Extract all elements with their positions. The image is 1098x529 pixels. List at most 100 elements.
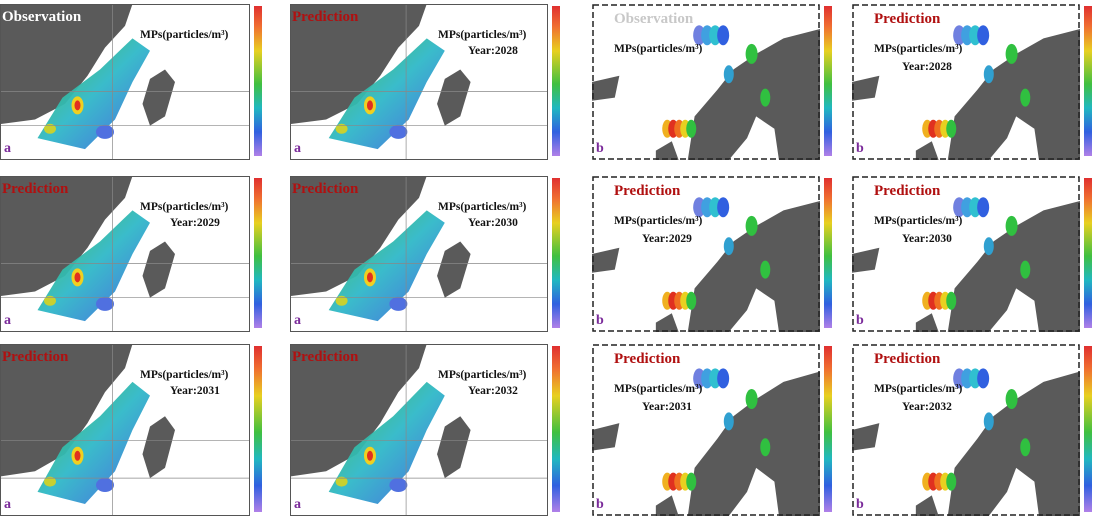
units-label: MPs(particles/m³) <box>874 383 963 395</box>
low-zone <box>96 124 114 139</box>
colorbar <box>254 6 262 156</box>
units-label: MPs(particles/m³) <box>438 201 527 213</box>
island-land <box>915 141 939 160</box>
taiwan-land <box>142 241 175 298</box>
mp-sample-blob <box>1020 260 1031 279</box>
mp-sample-blob <box>1020 438 1031 457</box>
year-label: Year:2029 <box>170 217 220 229</box>
scandinavia-land <box>687 200 820 332</box>
low-zone <box>96 296 114 311</box>
mp-sample-blob <box>686 119 697 138</box>
mp-sample-blob <box>946 291 957 310</box>
island-land <box>592 423 620 451</box>
colorbar <box>824 346 832 512</box>
mp-sample-blob <box>760 260 771 279</box>
hotspot-red <box>366 272 373 283</box>
map-frame <box>290 4 548 160</box>
scandinavia-land <box>947 371 1080 516</box>
mp-concentration-field <box>37 38 150 150</box>
mp-sample-blob <box>760 438 771 457</box>
map-frame <box>852 4 1080 160</box>
taiwan-land <box>437 241 471 298</box>
map-b <box>852 176 1080 332</box>
panel-title: Prediction <box>874 183 941 199</box>
map-frame <box>592 344 820 516</box>
panel-title: Observation <box>2 9 82 25</box>
map-frame <box>852 176 1080 332</box>
panel-letter: b <box>856 141 864 156</box>
units-label: MPs(particles/m³) <box>614 43 703 55</box>
hotspot-green-yellow <box>335 123 348 134</box>
map-a <box>290 176 548 332</box>
map-frame <box>0 176 250 332</box>
panel-letter: a <box>4 313 11 328</box>
map-panel-a-obs: Observation MPs(particles/m³) a <box>0 4 266 160</box>
mp-concentration-field <box>328 381 445 504</box>
taiwan-land <box>437 416 471 479</box>
panel-letter: b <box>596 141 604 156</box>
panel-letter: a <box>294 497 301 512</box>
hotspot-green-yellow <box>335 476 348 487</box>
map-panel-a-2029: Prediction MPs(particles/m³) Year:2029 a <box>0 176 266 332</box>
island-land <box>852 423 880 451</box>
mp-sample-blob <box>946 472 957 491</box>
panel-letter: b <box>856 313 864 328</box>
panel-title: Prediction <box>874 351 941 367</box>
map-frame <box>0 4 250 160</box>
mp-sample-blob <box>723 65 734 84</box>
hotspot-red <box>74 272 81 283</box>
units-label: MPs(particles/m³) <box>140 29 229 41</box>
mp-sample-blob <box>717 368 730 389</box>
map-a <box>0 4 250 160</box>
map-b <box>852 4 1080 160</box>
year-label: Year:2028 <box>468 45 518 57</box>
units-label: MPs(particles/m³) <box>874 43 963 55</box>
map-b <box>592 176 820 332</box>
mp-sample-blob <box>1005 43 1018 64</box>
map-frame <box>290 344 548 516</box>
year-label: Year:2031 <box>170 385 220 397</box>
mainland-land <box>290 176 427 297</box>
scandinavia-land <box>947 200 1080 332</box>
mainland-land <box>0 344 133 477</box>
mp-sample-blob <box>977 368 990 389</box>
year-label: Year:2032 <box>902 401 952 413</box>
hotspot-green-yellow <box>44 476 56 487</box>
mp-sample-blob <box>1020 88 1031 107</box>
island-land <box>655 141 679 160</box>
colorbar <box>824 178 832 328</box>
map-panel-b-2028: Prediction MPs(particles/m³) Year:2028 b <box>852 4 1096 160</box>
map-b <box>592 4 820 160</box>
map-a <box>290 4 548 160</box>
island-land <box>655 313 679 332</box>
colorbar <box>254 178 262 328</box>
mainland-land <box>0 176 133 297</box>
mp-sample-blob <box>1005 389 1018 410</box>
map-frame <box>592 4 820 160</box>
panel-title: Prediction <box>614 351 681 367</box>
taiwan-land <box>142 416 175 479</box>
taiwan-land <box>437 69 471 126</box>
panel-letter: b <box>856 497 864 512</box>
panel-title: Prediction <box>874 11 941 27</box>
year-label: Year:2028 <box>902 61 952 73</box>
map-panel-a-2031: Prediction MPs(particles/m³) Year:2031 a <box>0 344 266 516</box>
mp-sample-blob <box>745 43 758 64</box>
mp-sample-blob <box>1005 215 1018 236</box>
mp-sample-blob <box>983 412 994 431</box>
mainland-land <box>0 4 133 125</box>
map-a <box>0 176 250 332</box>
panel-letter: a <box>294 313 301 328</box>
year-label: Year:2030 <box>902 233 952 245</box>
mp-concentration-field <box>37 381 150 504</box>
panel-title: Prediction <box>292 349 359 365</box>
mp-concentration-field <box>328 38 445 150</box>
island-land <box>852 247 880 273</box>
colorbar <box>552 178 560 328</box>
panel-letter: a <box>4 497 11 512</box>
map-panel-b-2029: Prediction MPs(particles/m³) Year:2029 b <box>592 176 836 332</box>
mp-concentration-field <box>328 210 445 322</box>
map-frame <box>0 344 250 516</box>
scandinavia-land <box>687 28 820 160</box>
panel-title: Observation <box>614 11 694 27</box>
